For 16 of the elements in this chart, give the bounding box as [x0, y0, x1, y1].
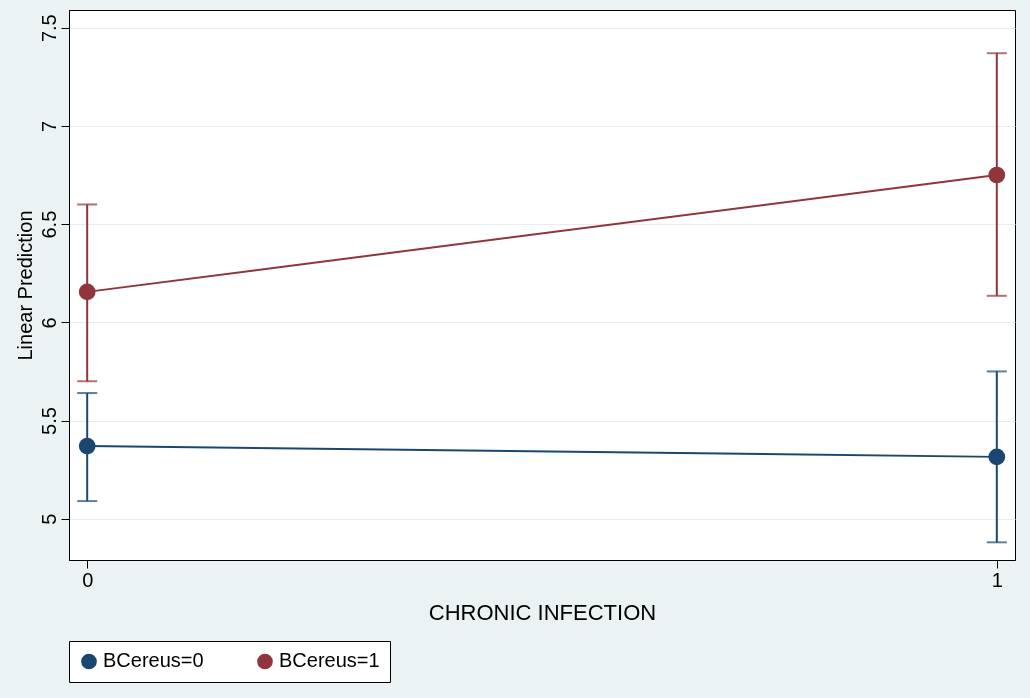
y-tick-label: 7 — [37, 120, 60, 132]
point — [78, 437, 96, 455]
legend-label: BCereus=0 — [103, 649, 204, 672]
y-tick-label: 7.5 — [37, 14, 60, 43]
point — [988, 166, 1006, 184]
y-tick-label: 6.5 — [37, 210, 60, 239]
legend-label: BCereus=1 — [279, 649, 380, 672]
y-tick-label: 6 — [37, 317, 60, 329]
y-tick-label: 5 — [37, 513, 60, 525]
x-axis-title: CHRONIC INFECTION — [428, 599, 657, 625]
point — [988, 448, 1006, 466]
y-tick-label: 5.5 — [37, 407, 60, 435]
x-tick-label: 1 — [991, 568, 1003, 591]
point — [78, 283, 96, 301]
y-axis-title: Linear Prediction — [13, 210, 36, 361]
x-tick-label: 0 — [82, 568, 94, 591]
